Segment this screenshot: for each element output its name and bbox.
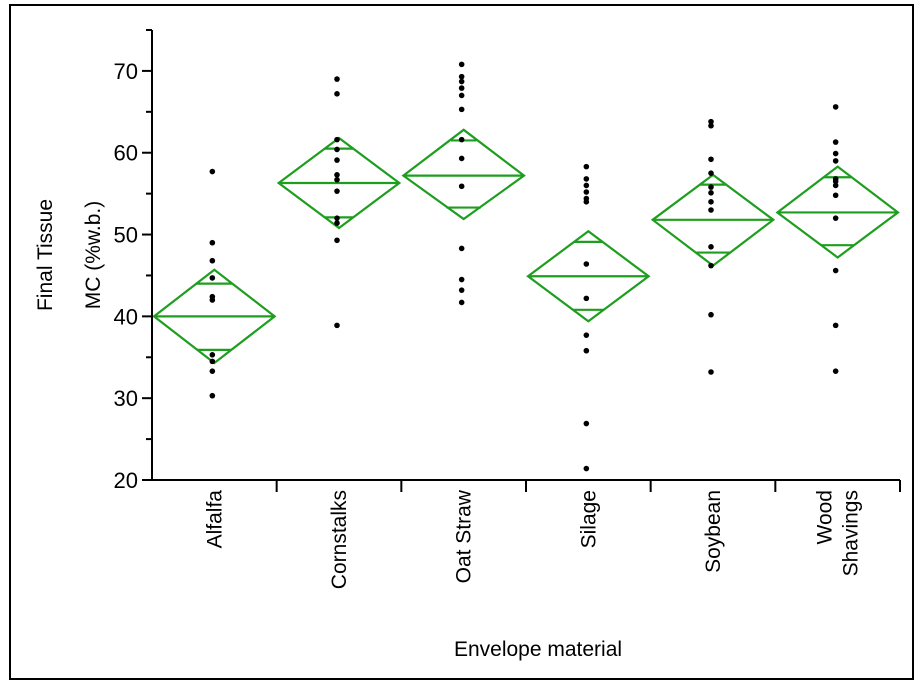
data-point bbox=[334, 176, 340, 183]
data-point bbox=[458, 299, 465, 306]
data-point bbox=[334, 76, 340, 82]
data-point bbox=[458, 61, 465, 68]
data-point bbox=[832, 267, 839, 274]
data-point bbox=[583, 465, 590, 472]
x-category-label: Silage bbox=[577, 490, 600, 548]
data-point bbox=[832, 322, 839, 329]
data-point bbox=[832, 192, 839, 199]
data-point bbox=[708, 262, 714, 269]
data-point bbox=[708, 199, 714, 205]
data-point bbox=[334, 136, 340, 143]
x-category-label: Oat Straw bbox=[453, 489, 476, 583]
data-point bbox=[209, 392, 216, 399]
data-point bbox=[209, 297, 216, 303]
data-point bbox=[334, 237, 340, 244]
data-point bbox=[209, 257, 216, 264]
data-point bbox=[334, 91, 340, 97]
data-point bbox=[458, 183, 465, 190]
data-point bbox=[708, 190, 714, 196]
data-point bbox=[458, 287, 465, 293]
data-point bbox=[458, 106, 465, 113]
chart-frame bbox=[9, 4, 914, 680]
data-point bbox=[209, 352, 216, 358]
data-point bbox=[334, 157, 340, 163]
y-tick-label: 20 bbox=[114, 468, 138, 493]
data-point bbox=[832, 182, 839, 189]
y-tick-label: 70 bbox=[114, 59, 138, 84]
data-point bbox=[458, 245, 465, 252]
points-layer bbox=[209, 61, 839, 472]
y-tick-label: 40 bbox=[114, 304, 138, 329]
data-point bbox=[583, 163, 590, 170]
data-point bbox=[708, 170, 714, 176]
x-axis-title: Envelope material bbox=[454, 638, 622, 661]
data-point bbox=[334, 215, 340, 221]
data-point bbox=[583, 189, 590, 195]
x-ticks-layer: Alfalfa Cornstalks Oat Straw Silage Soybean W… bbox=[203, 480, 901, 589]
data-point bbox=[708, 184, 714, 190]
x-category-label: Shavings bbox=[840, 490, 863, 576]
x-category-label: Alfalfa bbox=[203, 490, 226, 549]
data-point bbox=[334, 220, 340, 226]
y-axis-title-line-2: MC (%w.b.) bbox=[82, 201, 105, 310]
data-point bbox=[583, 332, 590, 338]
data-point bbox=[583, 347, 590, 354]
data-point bbox=[334, 172, 340, 178]
data-point bbox=[583, 295, 590, 302]
data-point bbox=[832, 139, 839, 145]
data-point bbox=[458, 78, 465, 85]
data-point bbox=[458, 155, 465, 162]
data-point bbox=[708, 118, 714, 125]
data-point bbox=[832, 178, 839, 185]
data-point bbox=[583, 420, 590, 427]
data-point bbox=[209, 239, 216, 246]
axes-layer bbox=[151, 30, 900, 481]
data-point bbox=[708, 156, 714, 163]
data-point bbox=[708, 244, 714, 250]
y-axis-title-line-1: Final Tissue bbox=[34, 199, 57, 311]
data-point bbox=[209, 358, 216, 365]
y-ticks-layer: 20 30 40 50 60 70 bbox=[114, 29, 152, 493]
data-point bbox=[583, 261, 590, 267]
data-point bbox=[583, 176, 590, 182]
data-point bbox=[209, 368, 216, 374]
data-point bbox=[832, 150, 839, 157]
data-point bbox=[832, 368, 839, 374]
y-tick-label: 50 bbox=[114, 223, 138, 248]
data-point bbox=[458, 73, 465, 80]
data-point bbox=[832, 104, 839, 110]
data-point bbox=[832, 215, 839, 221]
data-point bbox=[708, 207, 714, 213]
data-point bbox=[458, 85, 465, 91]
data-point bbox=[832, 158, 839, 164]
data-point bbox=[583, 199, 590, 205]
data-point bbox=[209, 168, 216, 175]
data-point bbox=[334, 188, 340, 194]
data-point bbox=[458, 136, 465, 143]
data-point bbox=[583, 182, 590, 189]
x-category-label: Wood bbox=[814, 490, 837, 544]
x-category-label: Cornstalks bbox=[328, 490, 351, 589]
data-point bbox=[708, 369, 714, 375]
mean-diamond bbox=[401, 128, 526, 221]
data-point bbox=[209, 275, 216, 281]
data-point bbox=[458, 92, 465, 99]
diamonds-layer bbox=[152, 128, 900, 365]
data-point bbox=[458, 276, 465, 283]
data-point bbox=[334, 322, 340, 329]
y-tick-label: 30 bbox=[114, 386, 138, 411]
y-tick-label: 60 bbox=[114, 141, 138, 166]
x-category-label: Soybean bbox=[702, 490, 725, 573]
data-point bbox=[334, 146, 340, 153]
data-point bbox=[708, 311, 714, 318]
data-point bbox=[708, 122, 714, 129]
